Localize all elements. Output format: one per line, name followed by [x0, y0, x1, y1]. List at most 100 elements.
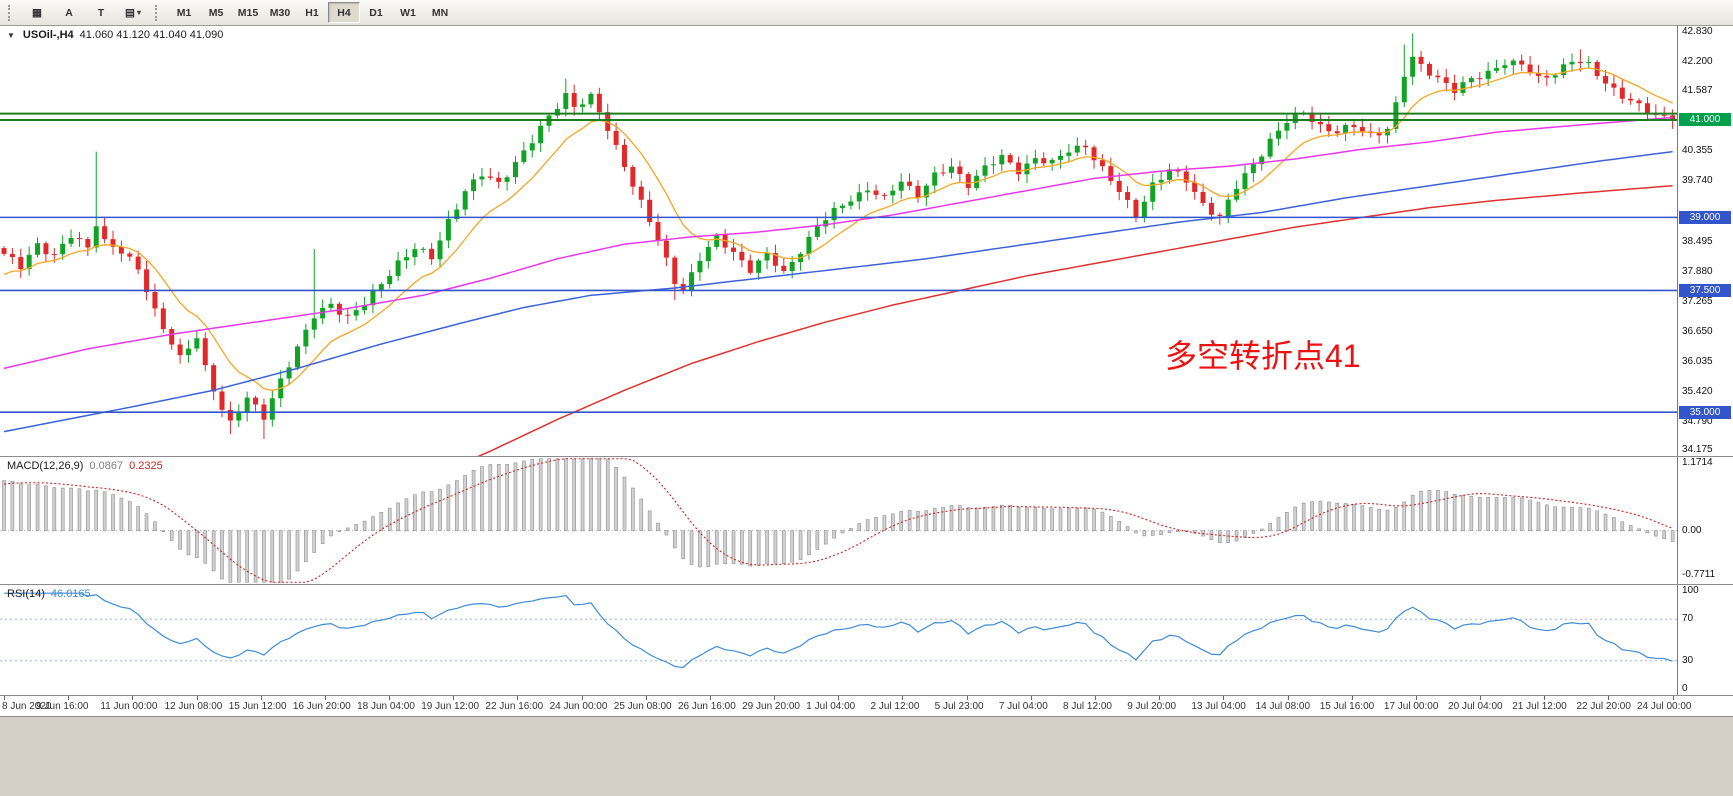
time-axis-tick [260, 696, 262, 700]
price-axis[interactable]: 42.830 42.200 41.587 40.355 39.740 38.495 37.8… [1677, 26, 1733, 456]
macd-canvas[interactable] [0, 457, 1677, 584]
chart-annotation-text: 多空转折点41 [1165, 338, 1361, 374]
time-axis-tick [1030, 696, 1032, 700]
time-axis-label: 21 Jul 12:00 [1512, 701, 1567, 712]
timeframe-button-M30[interactable]: M30 [269, 6, 291, 19]
chart-toolbar: ▦ A T ▤ ▾ M1 M5 M15 M30 H1 H4 D1 W1 MN [0, 0, 1733, 26]
time-axis-tick [132, 696, 134, 700]
time-axis-tick [1287, 696, 1289, 700]
time-axis-label: 25 Jun 08:00 [613, 701, 672, 712]
time-axis-label: 26 Jun 16:00 [677, 701, 736, 712]
macd-panel: MACD(12,26,9) 0.0867 0.2325 1.1714 0.00 -0… [0, 457, 1733, 585]
price-axis-label: 41.587 [1682, 85, 1713, 97]
rsi-axis-label: 30 [1682, 654, 1694, 666]
time-axis-label: 8 Jul 12:00 [1063, 701, 1112, 712]
price-axis-label: 36.035 [1682, 355, 1713, 367]
time-axis-label: 18 Jun 04:00 [357, 701, 415, 712]
price-axis-label: 42.200 [1682, 55, 1713, 67]
time-axis-tick [774, 696, 776, 700]
macd-axis-label: 1.1714 [1682, 457, 1713, 468]
price-axis-label: 42.830 [1682, 26, 1713, 37]
timeframe-button-W1[interactable]: W1 [400, 6, 416, 19]
timeframe-button-M5[interactable]: M5 [208, 6, 224, 19]
macd-axis-label: 0.00 [1682, 524, 1702, 536]
time-axis-label: 12 Jun 08:00 [164, 701, 223, 712]
time-axis-tick [645, 696, 647, 700]
time-axis-label: 19 Jun 12:00 [421, 701, 480, 712]
time-axis-label: 22 Jun 16:00 [485, 701, 544, 712]
tool-button-group: ▦ A T ▤ ▾ [21, 2, 149, 23]
time-axis-label: 24 Jun 00:00 [549, 701, 608, 712]
time-axis-tick [581, 696, 583, 700]
macd-label: MACD(12,26,9) [7, 460, 84, 472]
time-axis-label: 5 Jul 23:00 [934, 701, 984, 712]
symbol-dropdown-icon[interactable]: ▼ [7, 30, 15, 40]
toolbar-grip[interactable] [155, 4, 162, 21]
time-axis-label: 11 Jun 00:00 [100, 701, 158, 712]
price-level-badge: 37.500 [1679, 283, 1731, 297]
time-axis-label: 14 Jul 08:00 [1255, 701, 1311, 712]
macd-axis[interactable]: 1.1714 0.00 -0.7711 [1677, 457, 1733, 584]
time-axis-label: 20 Jul 04:00 [1448, 701, 1503, 712]
timeframe-button-group: M1 M5 M15 M30 H1 H4 D1 W1 MN [168, 2, 456, 23]
rsi-axis-label: 100 [1682, 585, 1699, 596]
macd-axis-label: -0.7711 [1682, 569, 1716, 581]
time-axis-label: 22 Jul 20:00 [1576, 701, 1631, 712]
rsi-axis[interactable]: 100 70 30 0 [1677, 585, 1733, 695]
rsi-header: RSI(14) 46.0165 [7, 588, 91, 600]
time-axis-tick [1672, 696, 1674, 700]
macd-main-value: 0.0867 [89, 460, 124, 472]
macd-header: MACD(12,26,9) 0.0867 0.2325 [7, 460, 163, 472]
time-axis-label: 7 Jul 04:00 [998, 701, 1048, 712]
time-axis-tick [1351, 696, 1353, 700]
rsi-panel: RSI(14) 46.0165 100 70 30 0 [0, 585, 1733, 696]
time-axis-label: 15 Jun 12:00 [228, 701, 287, 712]
ohlc-values: 41.060 41.120 41.040 41.090 [79, 29, 224, 41]
timeframe-button-H1[interactable]: H1 [305, 6, 319, 19]
time-axis-tick [966, 696, 968, 700]
time-axis-label: 17 Jul 00:00 [1383, 701, 1439, 712]
time-axis-tick [1415, 696, 1417, 700]
time-axis-label: 16 Jun 20:00 [292, 701, 351, 712]
time-axis-tick [902, 696, 904, 700]
time-axis-tick [1544, 696, 1546, 700]
timeframe-button-D1[interactable]: D1 [369, 6, 383, 19]
timeframe-button-MN[interactable]: MN [431, 6, 449, 19]
time-axis-tick [517, 696, 519, 700]
rsi-canvas[interactable] [0, 585, 1677, 695]
price-axis-label: 35.420 [1682, 385, 1713, 397]
price-level-badge: 41.000 [1679, 113, 1731, 127]
toolbar-grip[interactable] [8, 4, 15, 21]
chart-header: ▼ USOil-,H4 41.060 41.120 41.040 41.090 [7, 29, 223, 41]
time-axis-tick [1480, 696, 1482, 700]
symbol-period-label: USOil-,H4 [22, 29, 74, 41]
rsi-label: RSI(14) [7, 588, 45, 600]
macd-signal-value: 0.2325 [129, 460, 163, 472]
timeframe-button-M15[interactable]: M15 [237, 6, 259, 19]
price-level-badge: 35.000 [1679, 405, 1731, 419]
time-axis-tick [709, 696, 711, 700]
rsi-axis-label: 70 [1682, 613, 1694, 625]
timeframe-button-H4[interactable]: H4 [328, 2, 360, 23]
text-tool[interactable]: T [97, 6, 105, 19]
indicators-tool[interactable]: ▤ ▾ [125, 6, 141, 19]
time-axis-tick [1159, 696, 1161, 700]
price-axis-label: 39.740 [1682, 175, 1713, 187]
time-axis-tick [4, 696, 5, 700]
candlestick-canvas[interactable] [0, 26, 1677, 456]
time-axis-label: 24 Jul 00:00 [1637, 701, 1692, 712]
timeframe-button-M1[interactable]: M1 [176, 6, 192, 19]
main-chart-panel: ▼ USOil-,H4 41.060 41.120 41.040 41.090 … [0, 26, 1733, 457]
arrow-tool[interactable]: A [65, 6, 73, 19]
time-axis[interactable]: 8 Jun 2020 9 Jun 16:00 11 Jun 00:00 12 Jun … [0, 696, 1733, 717]
chart-window-tool[interactable]: ▦ [32, 6, 42, 19]
time-axis-label: 9 Jul 20:00 [1127, 701, 1177, 712]
time-axis-label: 2 Jul 12:00 [870, 701, 920, 712]
price-axis-label: 36.650 [1682, 325, 1713, 337]
time-axis-label: 13 Jul 04:00 [1191, 701, 1246, 712]
time-axis-tick [196, 696, 198, 700]
price-level-badge: 39.000 [1679, 210, 1731, 224]
time-axis-tick [1095, 696, 1097, 700]
time-axis-tick [838, 696, 840, 700]
